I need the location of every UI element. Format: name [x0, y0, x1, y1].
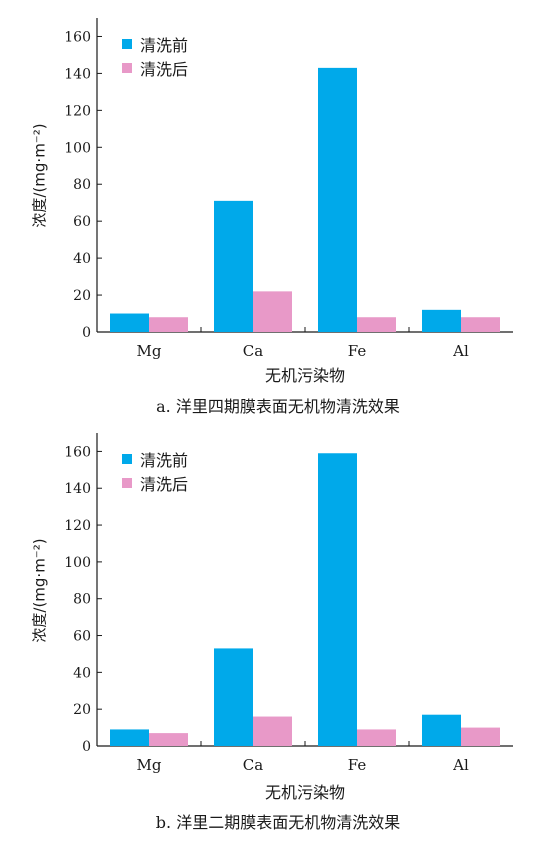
bar-before-al	[422, 714, 461, 746]
x-tick-label: Al	[452, 756, 469, 774]
bar-before-al	[422, 309, 461, 332]
legend-swatch-after	[122, 478, 132, 488]
legend-label-before: 清洗前	[140, 36, 189, 55]
legend-item-after: 清洗后	[122, 56, 188, 80]
chart-panel-b: 0 20 40 60 80 100 120 140 160 Mg Ca Fe Al 浓度/(mg·m⁻²…	[0, 425, 556, 850]
x-axis-label: 无机污染物	[264, 783, 345, 802]
y-tick-label: 100	[64, 140, 91, 156]
bar-after-al	[461, 317, 500, 332]
bar-before-mg	[110, 313, 149, 332]
legend-label-after: 清洗后	[140, 475, 189, 494]
x-tick-label: Al	[452, 342, 469, 360]
bar-before-fe	[318, 453, 357, 746]
chart-panel-a: 0 20 40 60 80 100 120 140 160 Mg Ca Fe Al 浓度/(mg·m⁻²…	[30, 18, 513, 416]
y-tick-label: 120	[64, 103, 91, 119]
legend-swatch-before	[122, 39, 132, 49]
y-tick-label: 160	[64, 444, 91, 460]
bar-after-ca	[253, 716, 292, 746]
y-tick-label: 60	[73, 214, 91, 230]
y-tick-label: 40	[73, 251, 91, 267]
bar-chart-a: 0 20 40 60 80 100 120 140 160 Mg Ca Fe Al	[64, 18, 513, 360]
legend-swatch-after	[122, 63, 132, 73]
y-tick-label: 140	[64, 66, 91, 82]
legend-item-before: 清洗前	[122, 447, 188, 471]
x-tick-label: Mg	[137, 342, 162, 360]
x-tick-label: Ca	[243, 342, 263, 360]
chart-caption: a. 洋里四期膜表面无机物清洗效果	[156, 397, 400, 416]
y-tick-label: 140	[64, 481, 91, 497]
bar-after-mg	[149, 733, 188, 746]
x-tick-label: Ca	[243, 756, 263, 774]
bar-before-mg	[110, 729, 149, 746]
y-tick-label: 120	[64, 518, 91, 534]
y-axis-label: 浓度/(mg·m⁻²)	[30, 123, 49, 228]
y-axis-label: 浓度/(mg·m⁻²)	[30, 538, 49, 643]
y-tick-label: 160	[64, 29, 91, 45]
y-tick-label: 80	[73, 177, 91, 193]
legend: 清洗前 清洗后	[122, 32, 188, 80]
legend: 清洗前 清洗后	[122, 447, 188, 495]
bar-after-fe	[357, 729, 396, 746]
legend-swatch-before	[122, 454, 132, 464]
bar-before-ca	[214, 648, 253, 746]
bar-before-ca	[214, 200, 253, 332]
y-tick-label: 20	[73, 288, 91, 304]
bar-after-mg	[149, 317, 188, 332]
legend-label-after: 清洗后	[140, 60, 189, 79]
x-tick-label: Fe	[348, 756, 367, 774]
bar-after-ca	[253, 291, 292, 332]
bar-before-fe	[318, 67, 357, 332]
y-tick-label: 40	[73, 665, 91, 681]
x-tick-label: Fe	[348, 342, 367, 360]
y-tick-label: 60	[73, 629, 91, 645]
x-tick-label: Mg	[137, 756, 162, 774]
bar-chart-b: 0 20 40 60 80 100 120 140 160 Mg Ca Fe Al	[64, 433, 513, 774]
y-tick-label: 0	[82, 739, 91, 755]
legend-item-before: 清洗前	[122, 32, 188, 56]
x-axis-label: 无机污染物	[264, 366, 345, 385]
bar-after-al	[461, 727, 500, 746]
y-tick-label: 100	[64, 555, 91, 571]
bar-after-fe	[357, 317, 396, 332]
legend-item-after: 清洗后	[122, 471, 188, 495]
chart-caption: b. 洋里二期膜表面无机物清洗效果	[155, 813, 401, 832]
y-tick-label: 0	[82, 325, 91, 341]
legend-label-before: 清洗前	[140, 451, 189, 470]
y-tick-label: 20	[73, 702, 91, 718]
y-tick-label: 80	[73, 592, 91, 608]
